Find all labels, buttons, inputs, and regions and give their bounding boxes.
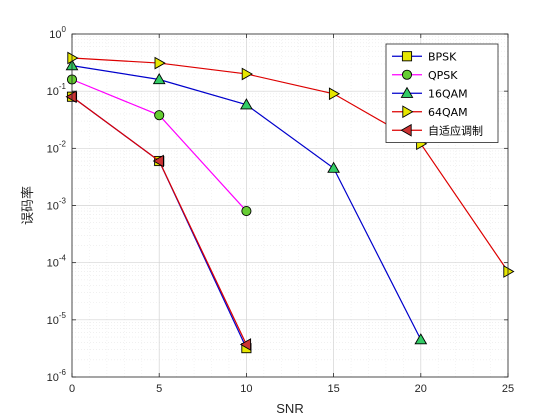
y-tick-label: 10-2	[47, 139, 67, 155]
data-point	[239, 338, 252, 351]
y-tick-label: 10-6	[47, 368, 67, 384]
data-point	[152, 154, 164, 168]
data-point	[503, 265, 515, 278]
y-axis-label: 误码率	[20, 186, 36, 225]
x-tick-label: 5	[156, 383, 162, 395]
data-point	[240, 98, 253, 110]
y-tick-label: 10-5	[47, 311, 67, 327]
x-tick-label: 15	[327, 383, 339, 395]
grid	[71, 33, 509, 378]
axes: 100 10-1 10-2 10-3 10-4 10-5 10-60 5 10 15 20 25	[47, 25, 515, 395]
x-tick-label: 10	[240, 383, 252, 395]
legend-label: 64QAM	[428, 106, 468, 119]
legend-label: QPSK	[428, 69, 458, 82]
series-group	[65, 51, 515, 354]
y-tick-label: 10-3	[47, 197, 67, 213]
data-point	[154, 56, 166, 70]
x-tick-label: 25	[502, 383, 514, 395]
series-line	[71, 57, 509, 272]
data-point	[328, 87, 341, 101]
data-point	[241, 67, 253, 81]
legend-marker	[402, 105, 414, 119]
legend-label: BPSK	[428, 50, 457, 63]
data-point	[65, 90, 77, 104]
legend-marker	[401, 51, 413, 62]
data-point	[152, 72, 166, 85]
data-point	[414, 333, 428, 345]
legend-marker	[400, 123, 412, 137]
data-point	[67, 51, 79, 65]
data-point	[327, 161, 340, 173]
series-2	[65, 59, 428, 345]
y-tick-label: 10-4	[47, 254, 67, 270]
legend-marker	[400, 86, 414, 98]
series-4	[65, 90, 252, 351]
x-tick-label: 20	[415, 383, 427, 395]
legend-label: 自适应调制	[428, 123, 483, 137]
y-tick-label: 100	[49, 25, 66, 41]
x-axis-label: SNR	[276, 401, 303, 416]
legend: BPSK QPSK 16QAM 64QAM 自适应调制	[385, 43, 499, 143]
legend-marker	[401, 69, 413, 80]
y-tick-label: 10-1	[47, 82, 67, 98]
data-point	[154, 110, 165, 121]
series-1	[66, 74, 252, 217]
data-point	[241, 205, 252, 217]
x-tick-label: 0	[69, 383, 75, 395]
legend-label: 16QAM	[428, 87, 468, 100]
